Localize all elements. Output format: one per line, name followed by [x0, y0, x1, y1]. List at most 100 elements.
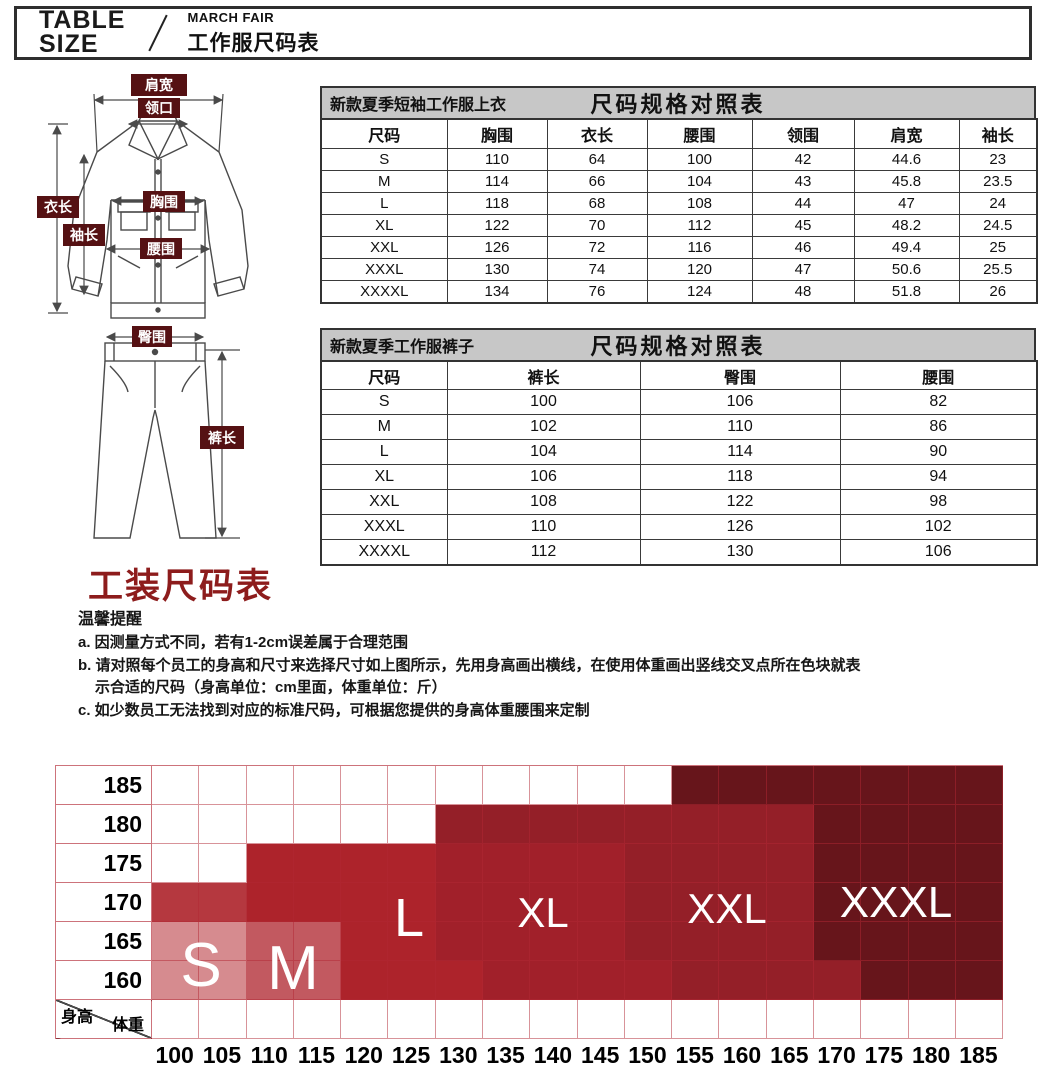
table-subtitle: 新款夏季工作服裤子	[330, 339, 475, 356]
table-title-bar: 新款夏季短袖工作服上衣 尺码规格对照表	[320, 86, 1036, 118]
pants-size-table: 新款夏季工作服裤子 尺码规格对照表 尺码 裤长 臀围 腰围 S 100 106 82 M 102 110…	[320, 328, 1038, 566]
heatmap-cell	[246, 844, 294, 883]
weight-axis-label: 115	[297, 1042, 336, 1068]
heatmap-cell	[246, 961, 294, 1000]
heatmap-cell	[530, 844, 578, 883]
heatmap-cell	[482, 805, 531, 844]
height-axis-label: 175	[56, 844, 152, 883]
pant-length-label: 裤长	[208, 430, 237, 446]
heatmap-cell	[672, 961, 720, 1000]
table-subtitle: 新款夏季短袖工作服上衣	[330, 97, 507, 114]
table-cell: 102	[839, 514, 1038, 540]
table-header-row: 尺码 胸围 衣长 腰围 领围 肩宽 袖长	[320, 118, 1038, 149]
table-cell: 116	[646, 236, 753, 259]
column-header: 胸围	[446, 118, 548, 149]
heatmap-cell	[482, 844, 531, 883]
heatmap-cell	[435, 766, 483, 805]
table-cell: XXL	[320, 236, 448, 259]
section-heading: 工装尺码表	[88, 567, 274, 606]
table-cell: 104	[646, 170, 753, 193]
heatmap-cell	[672, 922, 720, 961]
heatmap-cell	[908, 883, 956, 922]
spec-table: 尺码 胸围 衣长 腰围 领围 肩宽 袖长 S 110 64 100 42 44.6 23 M 114 66 104…	[320, 118, 1038, 304]
table-cell: 64	[546, 148, 648, 171]
table-cell: 45	[751, 214, 855, 237]
header-subtitle-en: MARCH FAIR	[187, 9, 275, 25]
heatmap-cell	[861, 844, 909, 883]
heatmap-cell	[577, 883, 625, 922]
heatmap-cell	[530, 805, 578, 844]
heatmap-cell	[766, 1000, 814, 1039]
heatmap-cell	[530, 922, 578, 961]
table-cell: 102	[446, 414, 641, 440]
heatmap-cell	[813, 922, 862, 961]
table-row: M 114 66 104 43 45.8 23.5	[320, 170, 1038, 193]
heatmap-cell	[246, 883, 294, 922]
heatmap-row: 175	[56, 844, 1004, 883]
heatmap-cell	[577, 844, 625, 883]
column-header: 领围	[751, 118, 855, 149]
heatmap-cell	[246, 922, 294, 961]
heatmap-cell	[530, 766, 578, 805]
heatmap-cell	[861, 766, 909, 805]
table-cell: 51.8	[853, 280, 960, 304]
table-cell: 110	[639, 414, 841, 440]
heatmap-cell	[482, 766, 531, 805]
table-cell: 94	[839, 464, 1038, 490]
table-cell: 114	[446, 170, 548, 193]
table-title: 尺码规格对照表	[590, 92, 766, 117]
heatmap-cell	[908, 805, 956, 844]
axis-corner-cell: 身高 体重	[56, 1000, 152, 1039]
height-axis-label: 180	[56, 805, 152, 844]
heatmap-cell	[813, 844, 862, 883]
table-row: XL 106 118 94	[320, 464, 1038, 490]
table-row: XXXXL 112 130 106	[320, 539, 1038, 566]
header-subtitle: MARCH FAIR 工作服尺码表	[187, 10, 319, 57]
heatmap-cell	[152, 961, 200, 1000]
table-cell: 24.5	[958, 214, 1038, 237]
table-cell: 43	[751, 170, 855, 193]
spec-table: 尺码 裤长 臀围 腰围 S 100 106 82 M 102 110 86 L 104 114 90 XL 106…	[320, 360, 1038, 566]
heatmap-corner-row: 身高 体重	[56, 1000, 1004, 1039]
weight-axis-label: 170	[817, 1042, 856, 1068]
heatmap-cell	[293, 883, 342, 922]
column-header: 肩宽	[853, 118, 960, 149]
heatmap-cell	[719, 922, 767, 961]
table-cell: 126	[639, 514, 841, 540]
heatmap-cell	[861, 961, 909, 1000]
table-row: S 100 106 82	[320, 389, 1038, 415]
table-cell: XXXL	[320, 514, 448, 540]
heatmap-cell	[766, 961, 814, 1000]
heatmap-cell	[246, 805, 294, 844]
tips-title: 温馨提醒	[78, 611, 143, 628]
heatmap-cell	[624, 766, 673, 805]
table-cell: M	[320, 414, 448, 440]
table-cell: 26	[958, 280, 1038, 304]
weight-axis-label: 180	[911, 1042, 951, 1068]
column-header: 袖长	[958, 118, 1038, 149]
weight-axis-label: 145	[580, 1042, 620, 1068]
table-row: XL 122 70 112 45 48.2 24.5	[320, 214, 1038, 237]
column-header: 腰围	[646, 118, 753, 149]
weight-axis: 100 105 110 115 120 125 130 135 140 145 150 155 160 1…	[55, 1042, 1002, 1069]
table-row: XXXXL 134 76 124 48 51.8 26	[320, 280, 1038, 304]
heatmap-cell	[152, 922, 200, 961]
heatmap-cell	[719, 1000, 767, 1039]
height-axis-label: 170	[56, 883, 152, 922]
heatmap-cell	[813, 766, 862, 805]
shoulder-width-label: 肩宽	[145, 77, 173, 93]
heatmap-cell	[577, 766, 625, 805]
table-cell: 44.6	[853, 148, 960, 171]
heatmap-cell	[388, 805, 436, 844]
header-banner: TABLE SIZE MARCH FAIR 工作服尺码表	[14, 6, 1032, 60]
heatmap-cell	[388, 883, 436, 922]
heatmap-row: 185	[56, 766, 1004, 805]
table-cell: 130	[446, 258, 548, 281]
table-cell: 108	[446, 489, 641, 515]
column-header: 衣长	[546, 118, 648, 149]
heatmap-cell	[577, 805, 625, 844]
table-cell: 100	[446, 389, 641, 415]
heatmap-cell	[719, 766, 767, 805]
heatmap-cell	[435, 1000, 483, 1039]
table-cell: 76	[546, 280, 648, 304]
